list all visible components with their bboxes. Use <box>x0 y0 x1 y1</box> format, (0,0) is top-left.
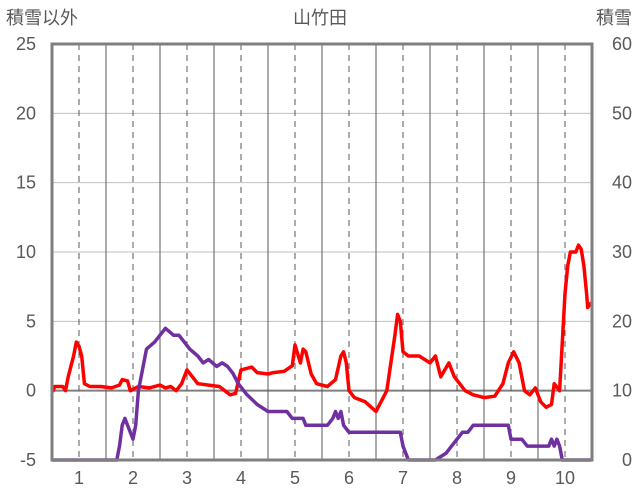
left-tick-label: 0 <box>26 381 36 401</box>
right-tick-label: 60 <box>612 34 632 54</box>
right-tick-label: 50 <box>612 103 632 123</box>
snow-series-line <box>51 326 593 462</box>
tick-labels: -5 0 5 10 15 20 25 0 10 20 30 40 50 60 1 2 3 4 5 6 7 8 9 10 <box>16 34 632 488</box>
x-tick-label: 5 <box>290 468 300 488</box>
plot-area-border <box>50 42 594 462</box>
right-axis-label: 積雪 <box>596 8 632 29</box>
x-tick-label: 2 <box>128 468 138 488</box>
chart-title: 山竹田 <box>293 8 347 29</box>
left-tick-label: 5 <box>26 311 36 331</box>
right-tick-label: 10 <box>612 381 632 401</box>
x-tick-label: 7 <box>398 468 408 488</box>
x-tick-label: 3 <box>182 468 192 488</box>
right-tick-label: 30 <box>612 242 632 262</box>
left-tick-label: 10 <box>16 242 36 262</box>
left-axis-label: 積雪以外 <box>6 8 78 29</box>
left-tick-label: 15 <box>16 173 36 193</box>
x-tick-label: 6 <box>344 468 354 488</box>
right-tick-label: 0 <box>622 450 632 470</box>
gridlines <box>52 43 592 461</box>
x-tick-label: 4 <box>236 468 246 488</box>
series-group <box>51 243 593 462</box>
x-tick-label: 1 <box>74 468 84 488</box>
left-tick-label: 25 <box>16 34 36 54</box>
non-snow-series-line <box>51 243 593 414</box>
left-tick-label: 20 <box>16 103 36 123</box>
right-tick-label: 40 <box>612 173 632 193</box>
x-tick-label: 9 <box>506 468 516 488</box>
x-tick-label: 8 <box>452 468 462 488</box>
left-tick-label: -5 <box>20 450 36 470</box>
x-tick-label: 10 <box>555 468 575 488</box>
right-tick-label: 20 <box>612 311 632 331</box>
